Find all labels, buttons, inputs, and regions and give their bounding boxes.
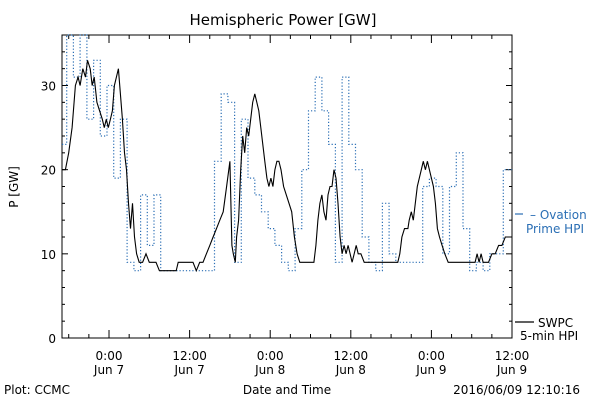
x-tick-label-time: 0:00 xyxy=(418,349,445,363)
x-tick-label-date: Jun 8 xyxy=(335,363,366,377)
plot-timestamp: 2016/06/09 12:10:16 xyxy=(453,383,580,397)
swpc-legend-line2: 5-min HPI xyxy=(520,329,578,343)
plot-credit: Plot: CCMC xyxy=(4,383,70,397)
x-tick-label-time: 0:00 xyxy=(96,349,123,363)
x-axis-label: Date and Time xyxy=(243,383,331,397)
x-tick-label-date: Jun 7 xyxy=(93,363,124,377)
x-tick-label-time: 12:00 xyxy=(172,349,207,363)
y-tick-label: 20 xyxy=(41,164,56,178)
x-tick-label-time: 12:00 xyxy=(334,349,369,363)
y-tick-label: 30 xyxy=(41,80,56,94)
swpc-legend-line1: SWPC xyxy=(538,316,573,330)
y-tick-label: 0 xyxy=(48,332,56,346)
ovation-prime-hpi-line xyxy=(62,34,512,272)
swpc-5min-hpi-line xyxy=(62,60,512,273)
x-tick-label-date: Jun 7 xyxy=(174,363,205,377)
x-tick-label-date: Jun 9 xyxy=(496,363,527,377)
ovation-legend-line2: Prime HPI xyxy=(526,222,584,236)
y-tick-label: 10 xyxy=(41,248,56,262)
x-tick-label-date: Jun 8 xyxy=(254,363,285,377)
ovation-legend-line1: – Ovation xyxy=(530,208,587,222)
x-tick-label-time: 12:00 xyxy=(495,349,530,363)
series-layer xyxy=(62,34,512,273)
x-tick-label-time: 0:00 xyxy=(257,349,284,363)
x-tick-label-date: Jun 9 xyxy=(415,363,446,377)
chart-title: Hemispheric Power [GW] xyxy=(190,11,377,29)
y-axis-label: P [GW] xyxy=(7,166,21,208)
